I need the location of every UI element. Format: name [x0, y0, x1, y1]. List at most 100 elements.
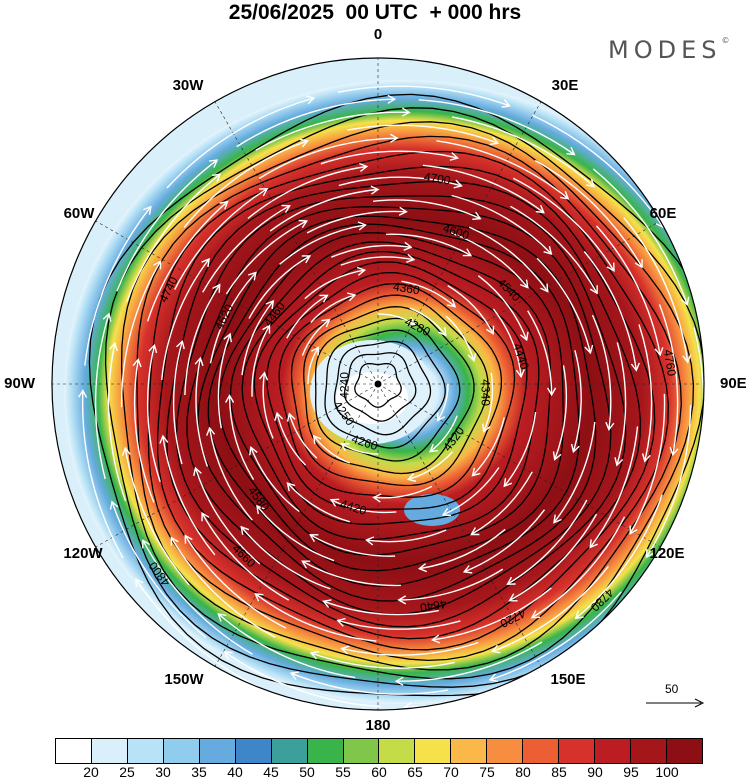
meridian-line — [377, 220, 661, 385]
streamline-arrowhead — [629, 525, 638, 535]
streamline — [623, 217, 689, 363]
contour-line — [253, 261, 528, 525]
streamline-arrowhead — [428, 443, 439, 453]
streamline-arrowhead — [258, 371, 269, 381]
streamline-arrowhead — [488, 673, 499, 683]
streamline-arrowhead — [580, 638, 591, 648]
streamline — [432, 587, 552, 641]
streamline — [254, 593, 377, 642]
streamline-arrowhead — [589, 285, 598, 295]
streamline — [396, 641, 543, 682]
secondary-low-shading — [404, 494, 460, 526]
contour-label: 4360 — [392, 279, 421, 297]
contour-line — [136, 135, 682, 671]
streamline-arrowhead — [491, 644, 501, 654]
streamline — [194, 467, 261, 565]
streamline — [310, 294, 356, 323]
streamline — [306, 210, 407, 234]
streamline — [447, 284, 494, 335]
streamline — [477, 275, 528, 341]
streamline-arrowhead — [206, 426, 216, 436]
streamline-arrowhead — [372, 493, 382, 503]
streamline-arrowhead — [574, 610, 584, 620]
streamline — [290, 672, 449, 695]
colorbar-swatch — [559, 739, 596, 763]
contour-label: 4760 — [661, 348, 679, 377]
streamline — [451, 116, 595, 188]
colorbar-swatch — [56, 739, 92, 763]
colorbar-tick-label: 25 — [119, 764, 135, 780]
streamline-arrowhead — [398, 206, 408, 216]
streamline — [510, 205, 598, 294]
streamline — [146, 201, 228, 322]
streamline — [126, 173, 221, 303]
map-boundary — [51, 57, 705, 711]
contour-label: 4640 — [419, 597, 448, 615]
streamline — [250, 447, 300, 513]
streamline-arrowhead — [397, 595, 407, 605]
colorbar-swatch — [343, 739, 380, 763]
streamline — [532, 114, 664, 228]
streamline-arrowhead — [286, 482, 296, 492]
contour-line — [278, 283, 503, 498]
streamline-arrowhead — [310, 346, 320, 356]
streamline-arrowhead — [441, 507, 452, 517]
colorbar-swatch — [271, 739, 308, 763]
streamline — [589, 426, 639, 548]
streamline — [133, 359, 155, 503]
contour-line — [324, 329, 446, 449]
streamline — [347, 124, 499, 144]
streamline — [409, 307, 447, 336]
streamline — [553, 421, 596, 524]
colorbar-swatch — [631, 739, 667, 763]
streamline-arrowhead — [148, 343, 158, 354]
streamline — [81, 390, 124, 559]
streamline — [208, 427, 253, 521]
streamline-arrowhead — [329, 498, 340, 507]
colorbar-tick-label: 45 — [263, 764, 279, 780]
streamline-arrowhead — [340, 645, 350, 655]
colorbar-swatch — [415, 739, 452, 763]
map-disk: 4240425042604280432043404360442044404460… — [52, 58, 704, 710]
streamline — [288, 413, 318, 459]
streamline-arrowhead — [641, 453, 651, 463]
streamline-arrowhead — [515, 369, 525, 379]
streamline — [166, 97, 314, 189]
streamline — [338, 176, 462, 187]
longitude-label-0: 0 — [373, 26, 383, 43]
streamline-arrowhead — [453, 179, 463, 189]
streamline-arrowhead — [436, 412, 446, 422]
streamline — [408, 451, 454, 481]
brand-name: MODES — [608, 36, 722, 64]
streamline — [84, 206, 152, 366]
streamline-arrowhead — [211, 173, 222, 182]
streamline — [202, 205, 291, 293]
streamline — [224, 651, 381, 708]
streamline — [217, 613, 356, 679]
streamline-arrowhead — [301, 255, 312, 264]
streamline — [94, 313, 110, 480]
streamline-arrowhead — [394, 676, 404, 686]
contour-label: 4340 — [478, 379, 492, 406]
streamline — [366, 529, 447, 543]
streamline-arrowhead — [194, 356, 204, 367]
streamline-arrowhead — [305, 95, 316, 105]
streamline — [286, 294, 328, 339]
streamline — [201, 512, 290, 601]
streamline-arrowhead — [143, 205, 152, 215]
vortex-minimum — [336, 372, 408, 424]
streamline-arrowhead — [121, 446, 131, 456]
streamline-arrowhead — [449, 151, 459, 161]
streamline — [111, 501, 207, 639]
streamline-arrowhead — [184, 534, 193, 544]
streamline — [258, 137, 398, 180]
streamline-arrowhead — [357, 221, 367, 231]
streamline — [309, 534, 396, 557]
streamline-arrowhead — [506, 576, 516, 585]
streamline-arrowhead — [403, 241, 413, 251]
streamline — [373, 485, 433, 499]
streamline — [583, 251, 637, 371]
streamline-arrowhead — [254, 592, 264, 602]
streamline-arrowhead — [281, 204, 291, 213]
streamline-arrowhead — [543, 246, 553, 256]
